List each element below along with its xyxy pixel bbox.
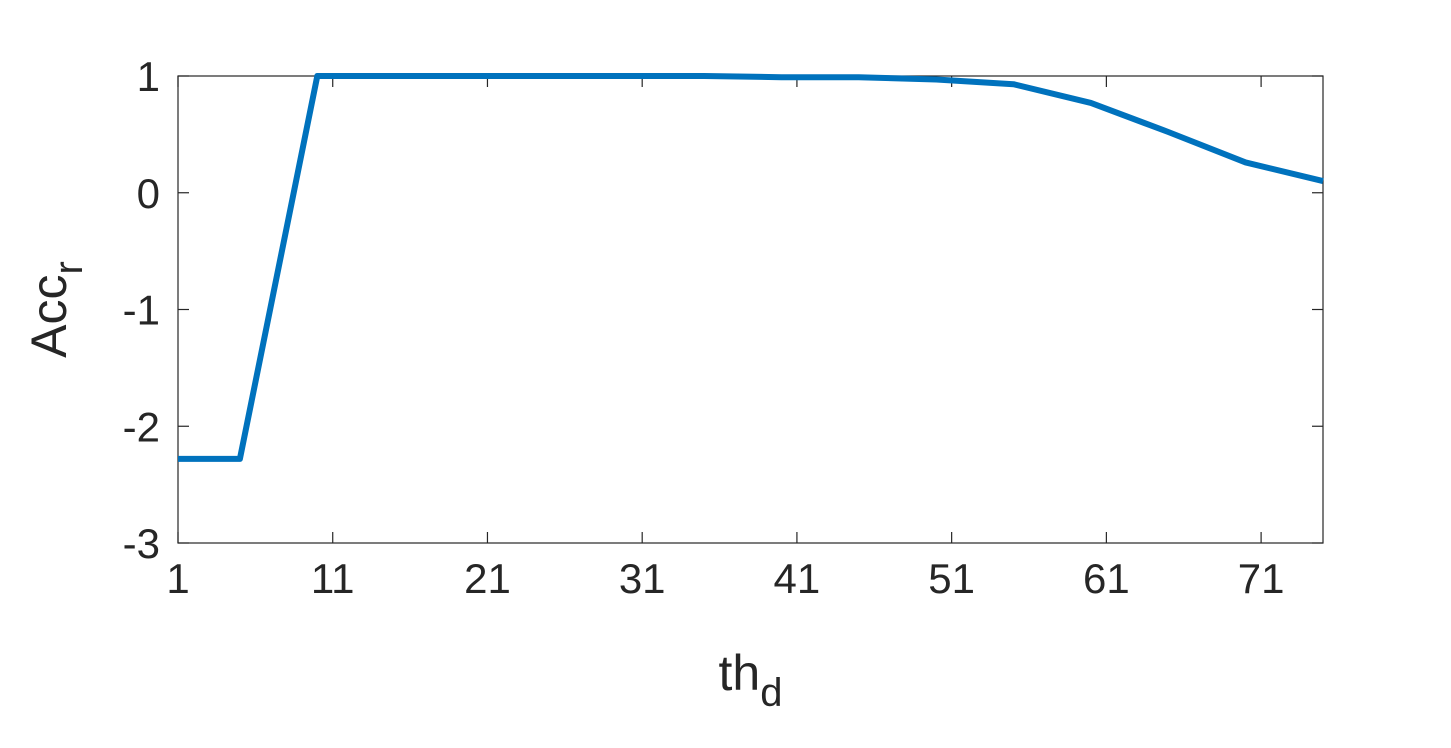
x-tick-label: 61 bbox=[1083, 555, 1130, 602]
x-tick-label: 11 bbox=[311, 555, 355, 602]
y-tick-label: -1 bbox=[123, 287, 160, 334]
plot-area bbox=[177, 75, 1324, 544]
y-tick-label: -3 bbox=[123, 520, 160, 567]
x-tick-label: 71 bbox=[1238, 555, 1285, 602]
x-tick-label: 51 bbox=[928, 555, 975, 602]
x-axis-label: thd bbox=[719, 645, 783, 715]
axes-frame bbox=[177, 75, 1324, 544]
x-tick-label: 21 bbox=[464, 555, 511, 602]
y-axis-label-sub: r bbox=[47, 261, 91, 274]
x-axis-label-main: th bbox=[719, 645, 761, 701]
x-axis-ticks: 1 11 21 31 41 51 61 71 bbox=[166, 76, 1284, 602]
y-tick-label: 1 bbox=[137, 53, 160, 100]
x-axis-label-sub: d bbox=[760, 671, 782, 715]
y-tick-label: 0 bbox=[137, 170, 160, 217]
y-axis-label: Accr bbox=[21, 261, 91, 358]
series-line bbox=[178, 73, 1324, 462]
y-axis-ticks: -3 -2 -1 0 1 bbox=[123, 53, 1323, 567]
x-tick-label: 31 bbox=[619, 555, 666, 602]
y-axis-label-main: Acc bbox=[21, 274, 77, 357]
y-tick-label: -2 bbox=[123, 403, 160, 450]
x-tick-label: 1 bbox=[166, 555, 189, 602]
series-layer bbox=[178, 73, 1324, 462]
x-tick-label: 41 bbox=[774, 555, 821, 602]
